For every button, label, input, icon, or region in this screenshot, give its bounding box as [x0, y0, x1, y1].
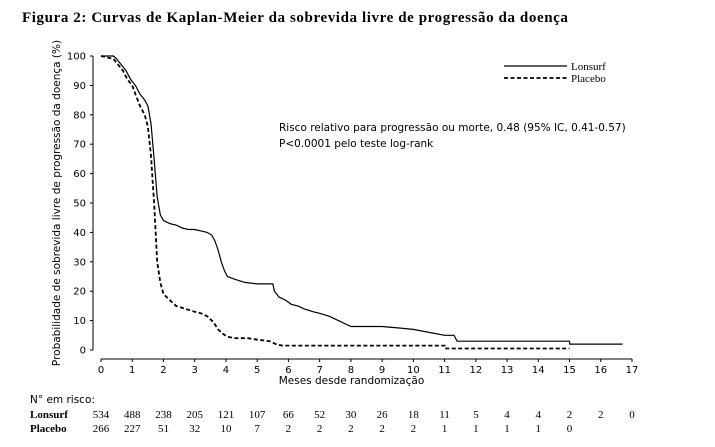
- x-tick-label: 13: [501, 365, 514, 376]
- x-tick-label: 15: [563, 365, 576, 376]
- y-ticks: 0 10 20 30 40 50 60 70 80 90 100: [67, 52, 93, 357]
- y-tick-label: 100: [67, 52, 86, 63]
- risk-value: 238: [155, 409, 172, 421]
- risk-value: 30: [345, 409, 357, 421]
- risk-value: 2: [598, 409, 604, 421]
- risk-value: 4: [536, 409, 542, 421]
- x-tick-label: 1: [129, 365, 135, 376]
- x-tick-label: 8: [348, 365, 354, 376]
- risk-value: 205: [186, 409, 203, 421]
- risk-row-label: Placebo: [30, 423, 67, 435]
- risk-value: 534: [93, 409, 110, 421]
- x-tick-label: 7: [316, 365, 322, 376]
- legend-label-lonsurf: Lonsurf: [571, 61, 606, 73]
- annotation-line: P<0.0001 pelo teste log-rank: [279, 138, 434, 150]
- x-tick-label: 12: [469, 365, 482, 376]
- risk-value: 26: [377, 409, 389, 421]
- risk-value: 7: [254, 423, 260, 435]
- x-tick-label: 3: [192, 365, 198, 376]
- risk-value: 1: [473, 423, 479, 435]
- y-tick-label: 60: [73, 169, 86, 180]
- y-tick-label: 90: [73, 81, 86, 92]
- series-layer: [100, 55, 623, 350]
- y-tick-label: 10: [73, 316, 86, 327]
- risk-value: 107: [249, 409, 266, 421]
- risk-value: 2: [411, 423, 417, 435]
- risk-value: 266: [93, 423, 110, 435]
- x-tick-label: 0: [98, 365, 104, 376]
- x-tick-label: 10: [407, 365, 420, 376]
- x-tick-label: 6: [285, 365, 291, 376]
- risk-value: 66: [283, 409, 295, 421]
- y-tick-label: 80: [73, 110, 86, 121]
- risk-value: 0: [567, 423, 573, 435]
- risk-value: 1: [536, 423, 542, 435]
- risk-value: 51: [158, 423, 169, 435]
- risk-value: 5: [473, 409, 479, 421]
- annotation: Risco relativo para progressão ou morte,…: [279, 122, 626, 150]
- x-tick-label: 16: [594, 365, 607, 376]
- axes: [92, 56, 632, 360]
- y-axis-title: Probabilidade de sobrevida livre de prog…: [51, 40, 63, 366]
- y-tick-label: 50: [73, 199, 86, 210]
- x-tick-label: 9: [379, 365, 385, 376]
- y-tick-label: 20: [73, 287, 86, 298]
- x-tick-label: 14: [532, 365, 545, 376]
- risk-value: 121: [218, 409, 235, 421]
- legend-label-placebo: Placebo: [571, 73, 606, 85]
- x-tick-label: 2: [160, 365, 166, 376]
- risk-value: 11: [439, 409, 450, 421]
- risk-value: 227: [124, 423, 141, 435]
- y-tick-label: 40: [73, 228, 86, 239]
- x-tick-label: 11: [438, 365, 451, 376]
- x-ticks: 0 1 2 3 4 5 6 7 8 9 10 11 12 13 14 15 16 17: [98, 359, 639, 376]
- risk-value: 2: [348, 423, 354, 435]
- x-axis-title: Meses desde randomização: [279, 375, 425, 387]
- x-tick-label: 17: [626, 365, 639, 376]
- risk-table: N° em risco: Lonsurf 534 488 238 205 121 107 66…: [30, 394, 635, 435]
- risk-value: 1: [504, 423, 510, 435]
- x-tick-label: 5: [254, 365, 260, 376]
- risk-value: 2: [379, 423, 385, 435]
- risk-value: 10: [220, 423, 232, 435]
- y-tick-label: 70: [73, 140, 86, 151]
- y-tick-label: 30: [73, 257, 86, 268]
- risk-row-label: Lonsurf: [30, 409, 68, 421]
- risk-value: 2: [317, 423, 323, 435]
- series-line-placebo: [100, 55, 570, 350]
- figure-title: Figura 2: Curvas de Kaplan-Meier da sobr…: [22, 10, 569, 26]
- risk-value: 488: [124, 409, 141, 421]
- annotation-line: Risco relativo para progressão ou morte,…: [279, 122, 626, 134]
- risk-value: 2: [286, 423, 292, 435]
- risk-value: 52: [314, 409, 325, 421]
- risk-value: 0: [629, 409, 635, 421]
- risk-value: 18: [408, 409, 420, 421]
- risk-value: 1: [442, 423, 448, 435]
- risk-value: 4: [504, 409, 510, 421]
- risk-table-heading: N° em risco:: [30, 394, 95, 406]
- y-tick-label: 0: [80, 346, 86, 357]
- risk-value: 2: [567, 409, 573, 421]
- risk-value: 32: [189, 423, 200, 435]
- x-tick-label: 4: [223, 365, 229, 376]
- series-line-lonsurf: [101, 55, 623, 345]
